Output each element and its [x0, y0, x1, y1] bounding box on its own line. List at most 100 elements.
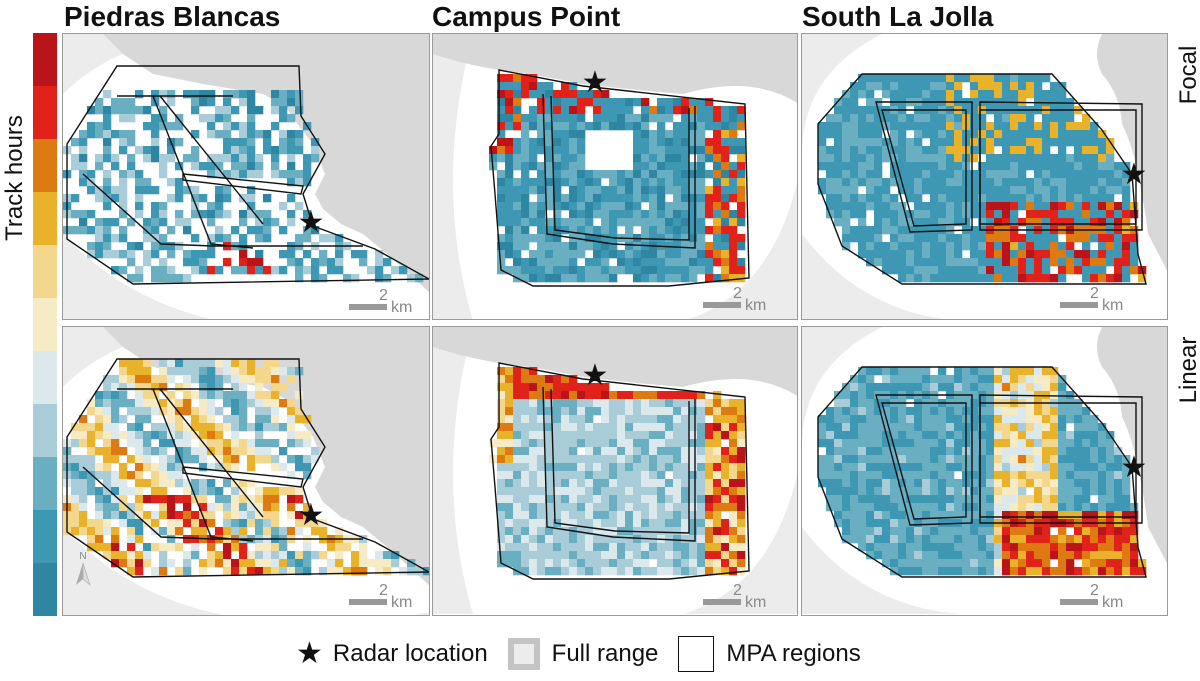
heat-cell — [1058, 407, 1067, 416]
heat-cell — [1018, 122, 1027, 131]
heat-cell — [1082, 266, 1091, 275]
heat-cell — [713, 431, 722, 440]
heat-cell — [1090, 463, 1099, 472]
heat-cell — [577, 106, 586, 115]
heat-cell — [689, 479, 698, 488]
heat-cell — [962, 274, 971, 283]
legend-radar-item: ★ Radar location — [296, 639, 488, 669]
heat-cell — [231, 503, 240, 512]
heat-cell — [569, 162, 578, 171]
heat-cell — [1082, 114, 1091, 123]
heat-cell — [657, 154, 666, 163]
heat-cell — [978, 367, 987, 376]
heat-cell — [529, 210, 538, 219]
heat-cell — [295, 274, 304, 283]
heat-cell — [874, 383, 883, 392]
heat-cell — [513, 122, 522, 131]
heat-cell — [119, 202, 128, 211]
heat-cell — [505, 218, 514, 227]
heat-cell — [858, 527, 867, 536]
heat-cell — [986, 210, 995, 219]
heat-cell — [705, 479, 714, 488]
heat-cell — [826, 479, 835, 488]
heat-cell — [737, 415, 746, 424]
heat-cell — [1042, 439, 1051, 448]
heat-cell — [938, 226, 947, 235]
heat-cell — [1122, 250, 1131, 259]
heat-cell — [119, 266, 128, 275]
heat-cell — [898, 130, 907, 139]
heat-cell — [167, 266, 176, 275]
heat-cell — [914, 218, 923, 227]
heat-cell — [826, 431, 835, 440]
heat-cell — [569, 471, 578, 480]
heat-cell — [1114, 218, 1123, 227]
heat-cell — [1026, 82, 1035, 91]
heat-cell — [649, 479, 658, 488]
heat-cell — [545, 130, 554, 139]
heat-cell — [1082, 218, 1091, 227]
map-svg: ★2km — [802, 34, 1167, 319]
heat-cell — [890, 471, 899, 480]
heat-cell — [135, 367, 144, 376]
heat-cell — [239, 210, 248, 219]
heat-cell — [633, 138, 642, 147]
heat-cell — [1122, 511, 1131, 520]
heat-cell — [898, 447, 907, 456]
heat-cell — [1098, 447, 1107, 456]
heat-cell — [946, 455, 955, 464]
heat-cell — [1106, 487, 1115, 496]
heat-cell — [537, 122, 546, 131]
heat-cell — [978, 218, 987, 227]
heat-cell — [239, 543, 248, 552]
heat-cell — [135, 202, 144, 211]
heat-cell — [641, 487, 650, 496]
heat-cell — [199, 559, 208, 568]
heat-cell — [1026, 154, 1035, 163]
heat-cell — [826, 447, 835, 456]
heat-cell — [946, 551, 955, 560]
heat-cell — [569, 543, 578, 552]
heat-cell — [689, 535, 698, 544]
heat-cell — [842, 399, 851, 408]
heat-cell — [641, 447, 650, 456]
heat-cell — [247, 162, 256, 171]
heat-cell — [545, 391, 554, 400]
heat-cell — [1042, 202, 1051, 211]
heat-cell — [713, 202, 722, 211]
heat-cell — [103, 106, 112, 115]
heat-cell — [87, 186, 96, 195]
heat-cell — [954, 242, 963, 251]
heat-cell — [938, 423, 947, 432]
heat-cell — [1058, 266, 1067, 275]
heat-cell — [207, 383, 216, 392]
heat-cell — [159, 266, 168, 275]
heat-cell — [175, 218, 184, 227]
heat-cell — [167, 527, 176, 536]
heat-cell — [673, 218, 682, 227]
heat-cell — [231, 90, 240, 99]
heat-cell — [1042, 170, 1051, 179]
heat-cell — [569, 170, 578, 179]
heat-cell — [906, 447, 915, 456]
heat-cell — [215, 210, 224, 219]
heat-cell — [119, 415, 128, 424]
mpa-boundary — [82, 466, 363, 540]
heat-cell — [537, 399, 546, 408]
heat-cell — [665, 551, 674, 560]
heat-cell — [529, 447, 538, 456]
heat-cell — [1034, 74, 1043, 83]
heat-cell — [1114, 495, 1123, 504]
heat-cell — [1010, 154, 1019, 163]
heat-cell — [231, 463, 240, 472]
heat-cell — [521, 407, 530, 416]
heat-cell — [255, 551, 264, 560]
heat-cell — [199, 383, 208, 392]
heat-cell — [1042, 146, 1051, 155]
heat-cell — [657, 439, 666, 448]
heat-cell — [1074, 210, 1083, 219]
heat-cell — [617, 471, 626, 480]
heat-cell — [1050, 383, 1059, 392]
heat-cell — [271, 162, 280, 171]
heat-cell — [673, 479, 682, 488]
